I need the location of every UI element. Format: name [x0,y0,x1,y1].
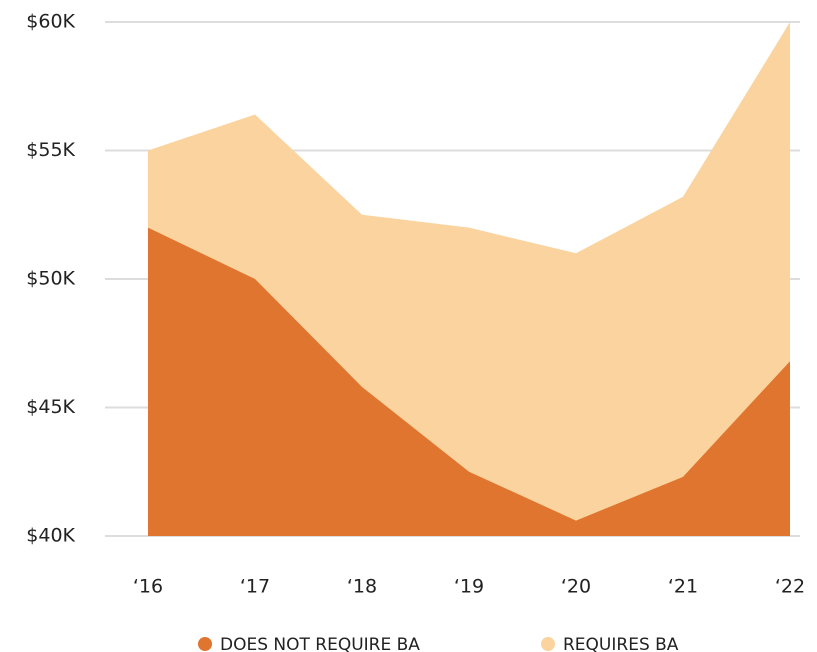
x-tick-label: ‘21 [668,576,698,598]
y-tick-label: $45K [26,396,75,418]
legend-marker [198,637,212,651]
x-tick-label: ‘18 [347,576,377,598]
y-tick-label: $60K [26,11,75,33]
y-tick-label: $40K [26,525,75,547]
legend-label: DOES NOT REQUIRE BA [220,635,420,652]
y-tick-label: $55K [26,139,75,161]
x-tick-label: ‘22 [775,576,805,598]
legend-label: REQUIRES BA [563,635,679,652]
x-tick-label: ‘16 [133,576,163,598]
y-tick-label: $50K [26,268,75,290]
x-tick-label: ‘19 [454,576,484,598]
x-tick-label: ‘17 [240,576,270,598]
x-tick-label: ‘20 [561,576,591,598]
legend-marker [541,637,555,651]
area [148,227,790,536]
